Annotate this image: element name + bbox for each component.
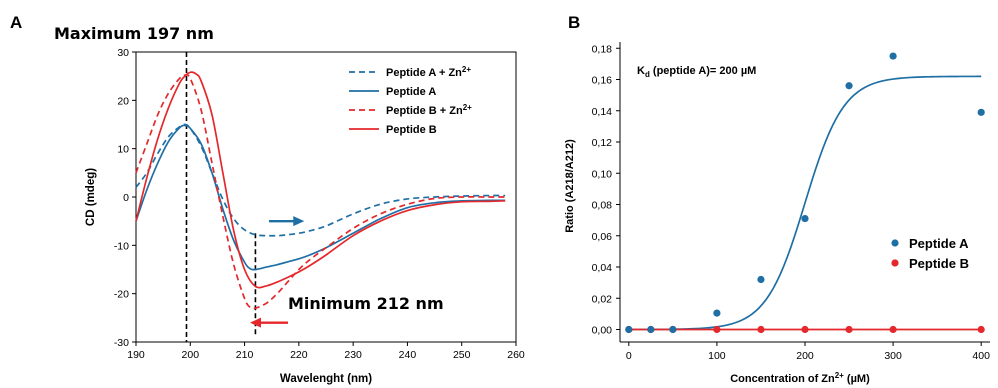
a-x-tick-label: 210 — [236, 349, 254, 361]
legend-label-b-peptide-a: Peptide A — [909, 236, 969, 251]
b-y-tick-label: 0,14 — [592, 106, 613, 118]
b-y-tick-label: 0,00 — [592, 325, 613, 337]
panel-a-annotations — [185, 52, 305, 342]
a-x-tick-label: 220 — [290, 349, 308, 361]
data-point-peptide-b — [713, 325, 721, 334]
arrow-right-icon — [269, 216, 305, 227]
b-y-tick-label: 0,18 — [592, 43, 613, 55]
a-y-tick-label: -20 — [114, 289, 129, 301]
panel-b-points — [625, 52, 985, 334]
data-point-peptide-b — [757, 325, 765, 334]
a-y-tick-label: -30 — [114, 337, 129, 349]
fit-curve-peptide-a — [628, 75, 982, 331]
data-point-peptide-b — [977, 325, 985, 334]
legend-label-peptide-a: Peptide A — [386, 86, 436, 98]
a-y-tick-label: 20 — [117, 95, 129, 107]
b-y-tick-label: 0,02 — [592, 293, 613, 305]
a-y-tick-label: 30 — [117, 47, 129, 59]
panel-a-y-axis-label: CD (mdeg) — [85, 168, 97, 226]
series-line-peptide-a-zn2 — [135, 123, 506, 237]
b-x-tick-label: 100 — [708, 350, 726, 362]
a-y-tick-label: -10 — [114, 240, 129, 252]
arrow-left-icon — [250, 317, 288, 328]
a-x-tick-label: 250 — [453, 349, 471, 361]
b-x-tick-label: 0 — [626, 350, 632, 362]
panel-a-series — [135, 71, 506, 310]
b-x-tick-label: 400 — [972, 350, 990, 362]
b-y-tick-label: 0,10 — [592, 168, 613, 180]
data-point-peptide-a — [647, 325, 655, 334]
panel-b-x-ticks: 0 100 200 300 400 — [626, 342, 990, 362]
maximum-annotation: Maximum 197 nm — [54, 24, 214, 43]
kd-annotation: Kd (peptide A)= 200 µM — [637, 65, 756, 79]
b-y-tick-label: 0,16 — [592, 75, 613, 87]
panel-b-y-axis-label: Ratio (A218/A212) — [564, 139, 576, 233]
legend-marker-peptide-b — [891, 259, 899, 267]
a-x-tick-label: 230 — [344, 349, 362, 361]
a-x-tick-label: 200 — [182, 349, 200, 361]
series-line-peptide-b — [135, 71, 506, 289]
panel-a-letter: A — [10, 13, 22, 32]
b-y-tick-label: 0,06 — [592, 231, 613, 243]
series-line-peptide-b-zn2 — [135, 73, 506, 310]
a-y-tick-label: 0 — [123, 192, 129, 204]
b-x-tick-label: 200 — [796, 350, 814, 362]
data-point-peptide-a — [801, 214, 809, 223]
legend-label-peptide-b: Peptide B — [386, 124, 437, 136]
panel-b-fits — [628, 75, 982, 331]
data-point-peptide-b — [889, 325, 897, 334]
a-x-tick-label: 190 — [127, 349, 145, 361]
panel-b-legend: Peptide A Peptide B — [891, 236, 969, 271]
a-x-tick-label: 260 — [507, 349, 525, 361]
data-point-peptide-a — [669, 325, 677, 334]
data-point-peptide-a — [625, 325, 633, 334]
b-y-tick-label: 0,12 — [592, 137, 613, 149]
legend-label-peptide-b-zn: Peptide B + Zn2+ — [386, 103, 472, 117]
panel-a-y-ticks: -30 -20 -10 0 10 20 30 — [114, 47, 136, 349]
panel-b-y-ticks: 0,00 0,02 0,04 0,06 0,08 0,10 0,12 0,14 0,16 0,18 — [592, 43, 620, 337]
legend-marker-peptide-a — [891, 239, 899, 247]
b-y-tick-label: 0,04 — [592, 262, 613, 274]
panel-a-legend: Peptide A + Zn2+ Peptide A Peptide B + Z… — [349, 65, 472, 136]
legend-label-b-peptide-b: Peptide B — [909, 256, 969, 271]
data-point-peptide-a — [977, 108, 985, 116]
legend-label-peptide-a-zn: Peptide A + Zn2+ — [386, 65, 471, 79]
data-point-peptide-a — [889, 52, 897, 60]
a-y-tick-label: 10 — [117, 144, 129, 156]
panel-b-x-axis-label: Concentration of Zn2+ (µM) — [730, 371, 870, 385]
panel-a-x-ticks: 190 200 210 220 230 240 250 260 — [127, 342, 525, 361]
data-point-peptide-a — [757, 275, 765, 284]
a-x-tick-label: 240 — [399, 349, 417, 361]
data-point-peptide-a — [845, 82, 853, 90]
data-point-peptide-b — [845, 325, 853, 334]
b-x-tick-label: 300 — [884, 350, 902, 362]
b-y-tick-label: 0,08 — [592, 200, 613, 212]
series-line-peptide-a — [135, 124, 506, 271]
panel-b-letter: B — [568, 13, 580, 32]
minimum-annotation: Minimum 212 nm — [288, 294, 444, 313]
data-point-peptide-b — [801, 325, 809, 334]
panel-a-x-axis-label: Wavelenght (nm) — [280, 373, 372, 385]
data-point-peptide-a — [713, 309, 721, 317]
